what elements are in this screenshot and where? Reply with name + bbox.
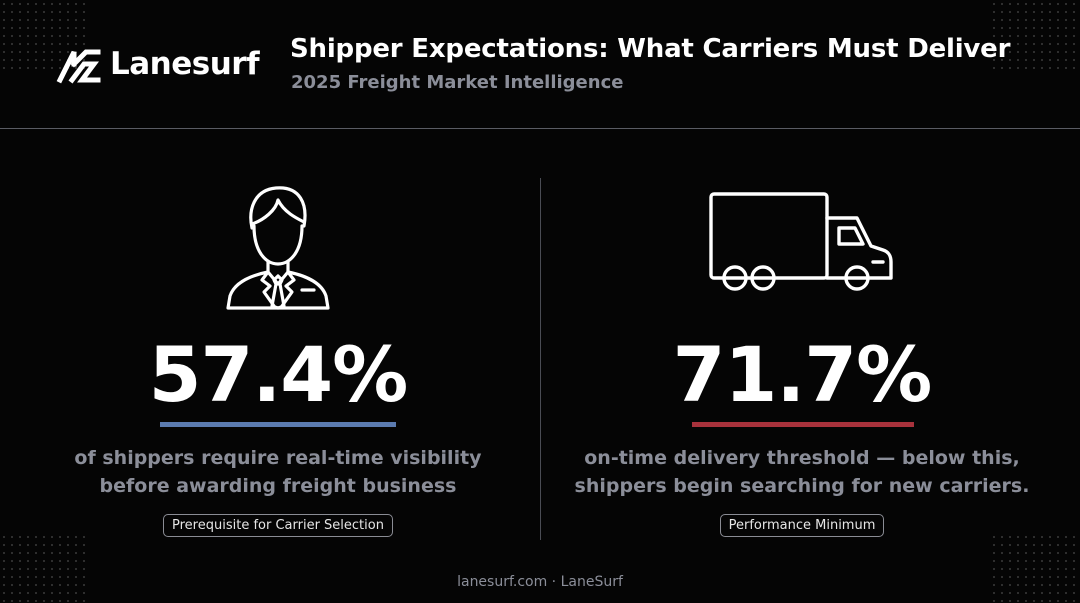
businessman-icon (226, 186, 330, 310)
page-title: Shipper Expectations: What Carriers Must… (290, 34, 1011, 64)
header: Lanesurf Shipper Expectations: What Carr… (0, 0, 1080, 128)
stat-panel-visibility: 57.4% of shippers require real-time visi… (38, 170, 518, 550)
stat-value: 57.4% (148, 330, 409, 419)
truck-icon (709, 192, 893, 291)
stat-underline (160, 422, 396, 427)
column-divider (540, 178, 541, 540)
desc-line: on-time delivery threshold — below this, (584, 447, 1020, 469)
stat-description: on-time delivery threshold — below this,… (562, 444, 1042, 500)
corner-dots (990, 0, 1080, 70)
category-badge: Performance Minimum (719, 514, 885, 537)
category-badge: Prerequisite for Carrier Selection (163, 514, 393, 537)
desc-line: before awarding freight business (99, 475, 457, 497)
lanesurf-logo-icon (56, 49, 101, 84)
footer-text[interactable]: lanesurf.com · LaneSurf (457, 574, 623, 590)
stat-panel-on-time: 71.7% on-time delivery threshold — below… (562, 170, 1042, 550)
stat-underline (692, 422, 914, 427)
desc-line: shippers begin searching for new carrier… (574, 475, 1030, 497)
page-subtitle: 2025 Freight Market Intelligence (291, 72, 624, 93)
stat-description: of shippers require real-time visibility… (38, 444, 518, 500)
corner-dots (990, 533, 1080, 603)
stat-value: 71.7% (672, 330, 933, 419)
desc-line: of shippers require real-time visibility (74, 447, 482, 469)
brand-name: Lanesurf (110, 46, 260, 82)
header-divider (0, 128, 1080, 129)
brand-logo: Lanesurf (56, 44, 260, 84)
corner-dots (0, 533, 90, 603)
